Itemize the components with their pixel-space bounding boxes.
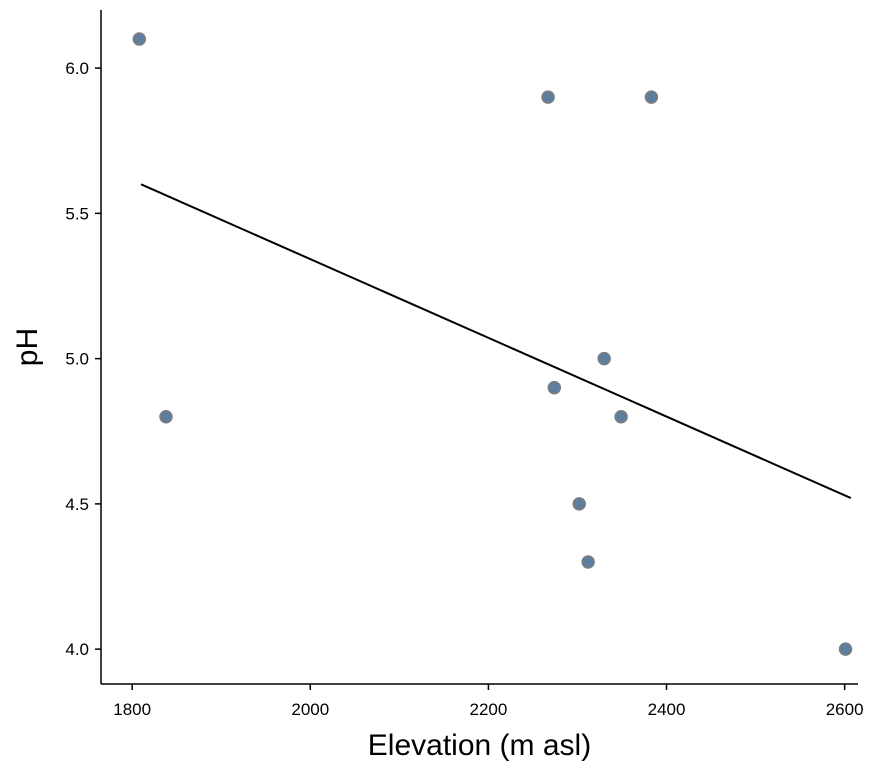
y-tick-label: 4.5 <box>65 495 89 514</box>
x-tick-label: 2600 <box>826 700 864 719</box>
y-tick-label: 5.0 <box>65 350 89 369</box>
y-axis-ticks: 4.0 4.5 5.0 5.5 6.0 <box>65 59 101 659</box>
x-tick-label: 2000 <box>291 700 329 719</box>
x-tick-label: 2200 <box>469 700 507 719</box>
data-point <box>547 380 562 395</box>
trendline-group <box>140 183 852 499</box>
data-point <box>159 409 173 424</box>
y-tick-label: 5.5 <box>65 204 89 223</box>
data-point <box>581 555 595 569</box>
data-point <box>644 90 659 104</box>
data-point <box>541 90 555 104</box>
data-point <box>838 642 853 656</box>
data-point <box>597 351 611 366</box>
x-tick-label: 2400 <box>648 700 686 719</box>
trendline <box>140 183 852 499</box>
data-point <box>572 497 586 511</box>
y-tick-label: 4.0 <box>65 640 89 659</box>
y-axis-title: pH <box>11 328 44 366</box>
x-tick-label: 1800 <box>113 700 151 719</box>
x-axis-ticks: 1800 2000 2200 2400 2600 <box>113 684 864 719</box>
data-points <box>132 32 853 656</box>
axes <box>100 10 858 685</box>
x-axis-title: Elevation (m asl) <box>368 729 591 762</box>
y-tick-label: 6.0 <box>65 59 89 78</box>
data-point <box>614 409 628 424</box>
data-point <box>132 32 147 46</box>
